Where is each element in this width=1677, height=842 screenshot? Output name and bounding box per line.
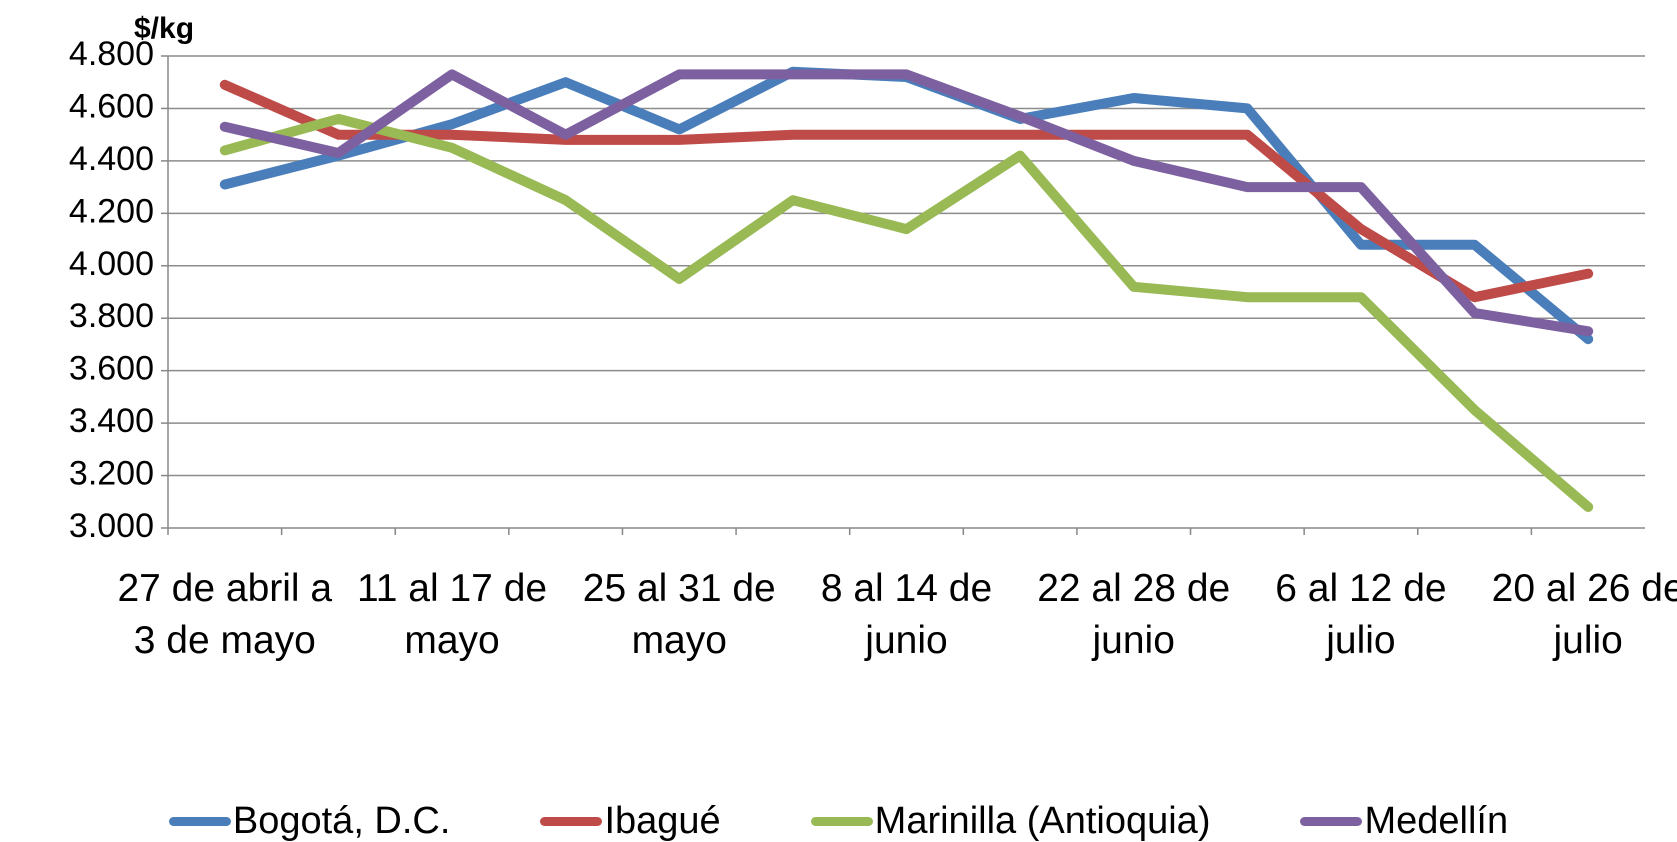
y-tick-label: 3.400 bbox=[69, 402, 154, 440]
y-tick-label: 3.000 bbox=[69, 507, 154, 545]
y-tick-label: 4.000 bbox=[69, 245, 154, 283]
x-tick-label: 22 al 28 de junio bbox=[1037, 567, 1231, 662]
y-tick-label: 3.600 bbox=[69, 350, 154, 388]
legend-label: Ibagué bbox=[604, 800, 721, 842]
y-tick-label: 4.800 bbox=[69, 35, 154, 73]
y-axis-title: $/kg bbox=[134, 12, 194, 45]
x-tick-label: 20 al 26 de julio bbox=[1491, 567, 1677, 662]
legend-label: Medellín bbox=[1364, 800, 1509, 842]
x-tick-label: 11 al 17 de mayo bbox=[356, 567, 548, 662]
legend-label: Bogotá, D.C. bbox=[232, 800, 451, 842]
legend-swatch bbox=[1300, 817, 1363, 826]
legend-item: Medellín bbox=[1300, 800, 1508, 842]
x-tick-label: 6 al 12 de julio bbox=[1275, 567, 1447, 662]
y-tick-label: 3.800 bbox=[69, 297, 154, 335]
series-line bbox=[219, 113, 1594, 512]
x-tick-label: 27 de abril a 3 de mayo bbox=[117, 567, 333, 662]
legend-swatch bbox=[168, 817, 231, 826]
y-tick-label: 3.200 bbox=[69, 455, 154, 493]
legend-swatch bbox=[540, 817, 603, 826]
series-line bbox=[219, 79, 1594, 303]
y-tick-label: 4.400 bbox=[69, 140, 154, 178]
legend-item: Bogotá, D.C. bbox=[168, 800, 451, 842]
y-tick-label: 4.600 bbox=[69, 87, 154, 125]
legend-swatch bbox=[810, 817, 873, 826]
series-line bbox=[219, 69, 1594, 337]
legend-label: Marinilla (Antioquia) bbox=[874, 800, 1211, 842]
legend-item: Ibagué bbox=[540, 800, 721, 842]
legend: Bogotá, D.C. Ibagué Marinilla (Antioquia) M… bbox=[0, 800, 1677, 842]
y-tick-label: 4.200 bbox=[69, 192, 154, 230]
legend-item: Marinilla (Antioquia) bbox=[810, 800, 1211, 842]
x-tick-label: 8 al 14 de junio bbox=[820, 567, 993, 662]
x-tick-label: 25 al 31 de mayo bbox=[582, 567, 776, 662]
